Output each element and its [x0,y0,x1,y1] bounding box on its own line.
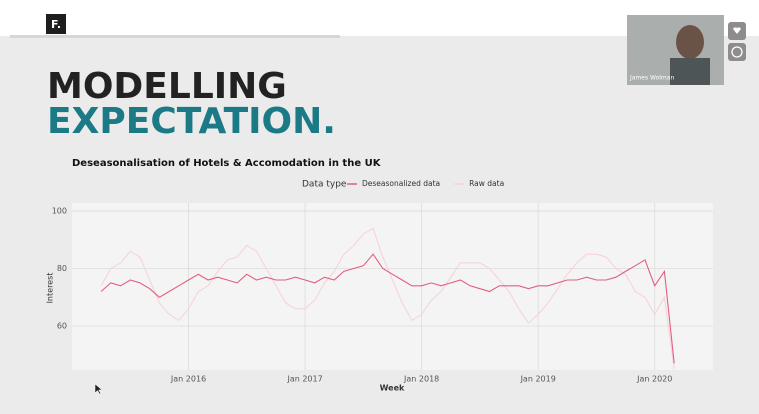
slide-title: MODELLING [47,66,287,107]
data-line [100,227,675,370]
chart-title: Deseasonalisation of Hotels & Accomodati… [72,158,382,169]
x-tick-label: Jan 2020 [636,375,672,384]
x-tick-label: Jan 2018 [403,375,439,384]
slide-title: EXPECTATION. [47,101,336,142]
heart-icon [733,27,741,34]
x-axis-label: Week [380,384,405,393]
logo-box [46,14,66,34]
x-tick-label: Jan 2016 [170,375,206,384]
mouse-cursor [94,383,103,395]
legend-label: Deseasonalized data [362,179,440,188]
y-axis-label: Interest [46,273,55,304]
y-tick-label: 100 [52,207,67,216]
logo: F. [51,18,61,31]
x-tick-label: Jan 2019 [520,375,556,384]
legend-title: Data type [302,180,347,190]
participant-name: James Wolman [629,75,674,82]
y-tick-label: 60 [57,322,67,331]
clock-button[interactable] [728,43,746,61]
webcam-person-body [670,58,710,85]
header-shadow [10,35,340,38]
legend-label: Raw data [469,179,504,188]
webcam-person [676,25,704,59]
data-line [100,253,675,364]
y-tick-label: 80 [57,264,67,273]
clock-icon [731,46,743,58]
x-tick-label: Jan 2017 [286,375,322,384]
chart: 60 80 100 Jan 2016 Jan 2017 Jan 2018 Jan 2019 J… [52,179,713,384]
plot-area [72,203,713,370]
